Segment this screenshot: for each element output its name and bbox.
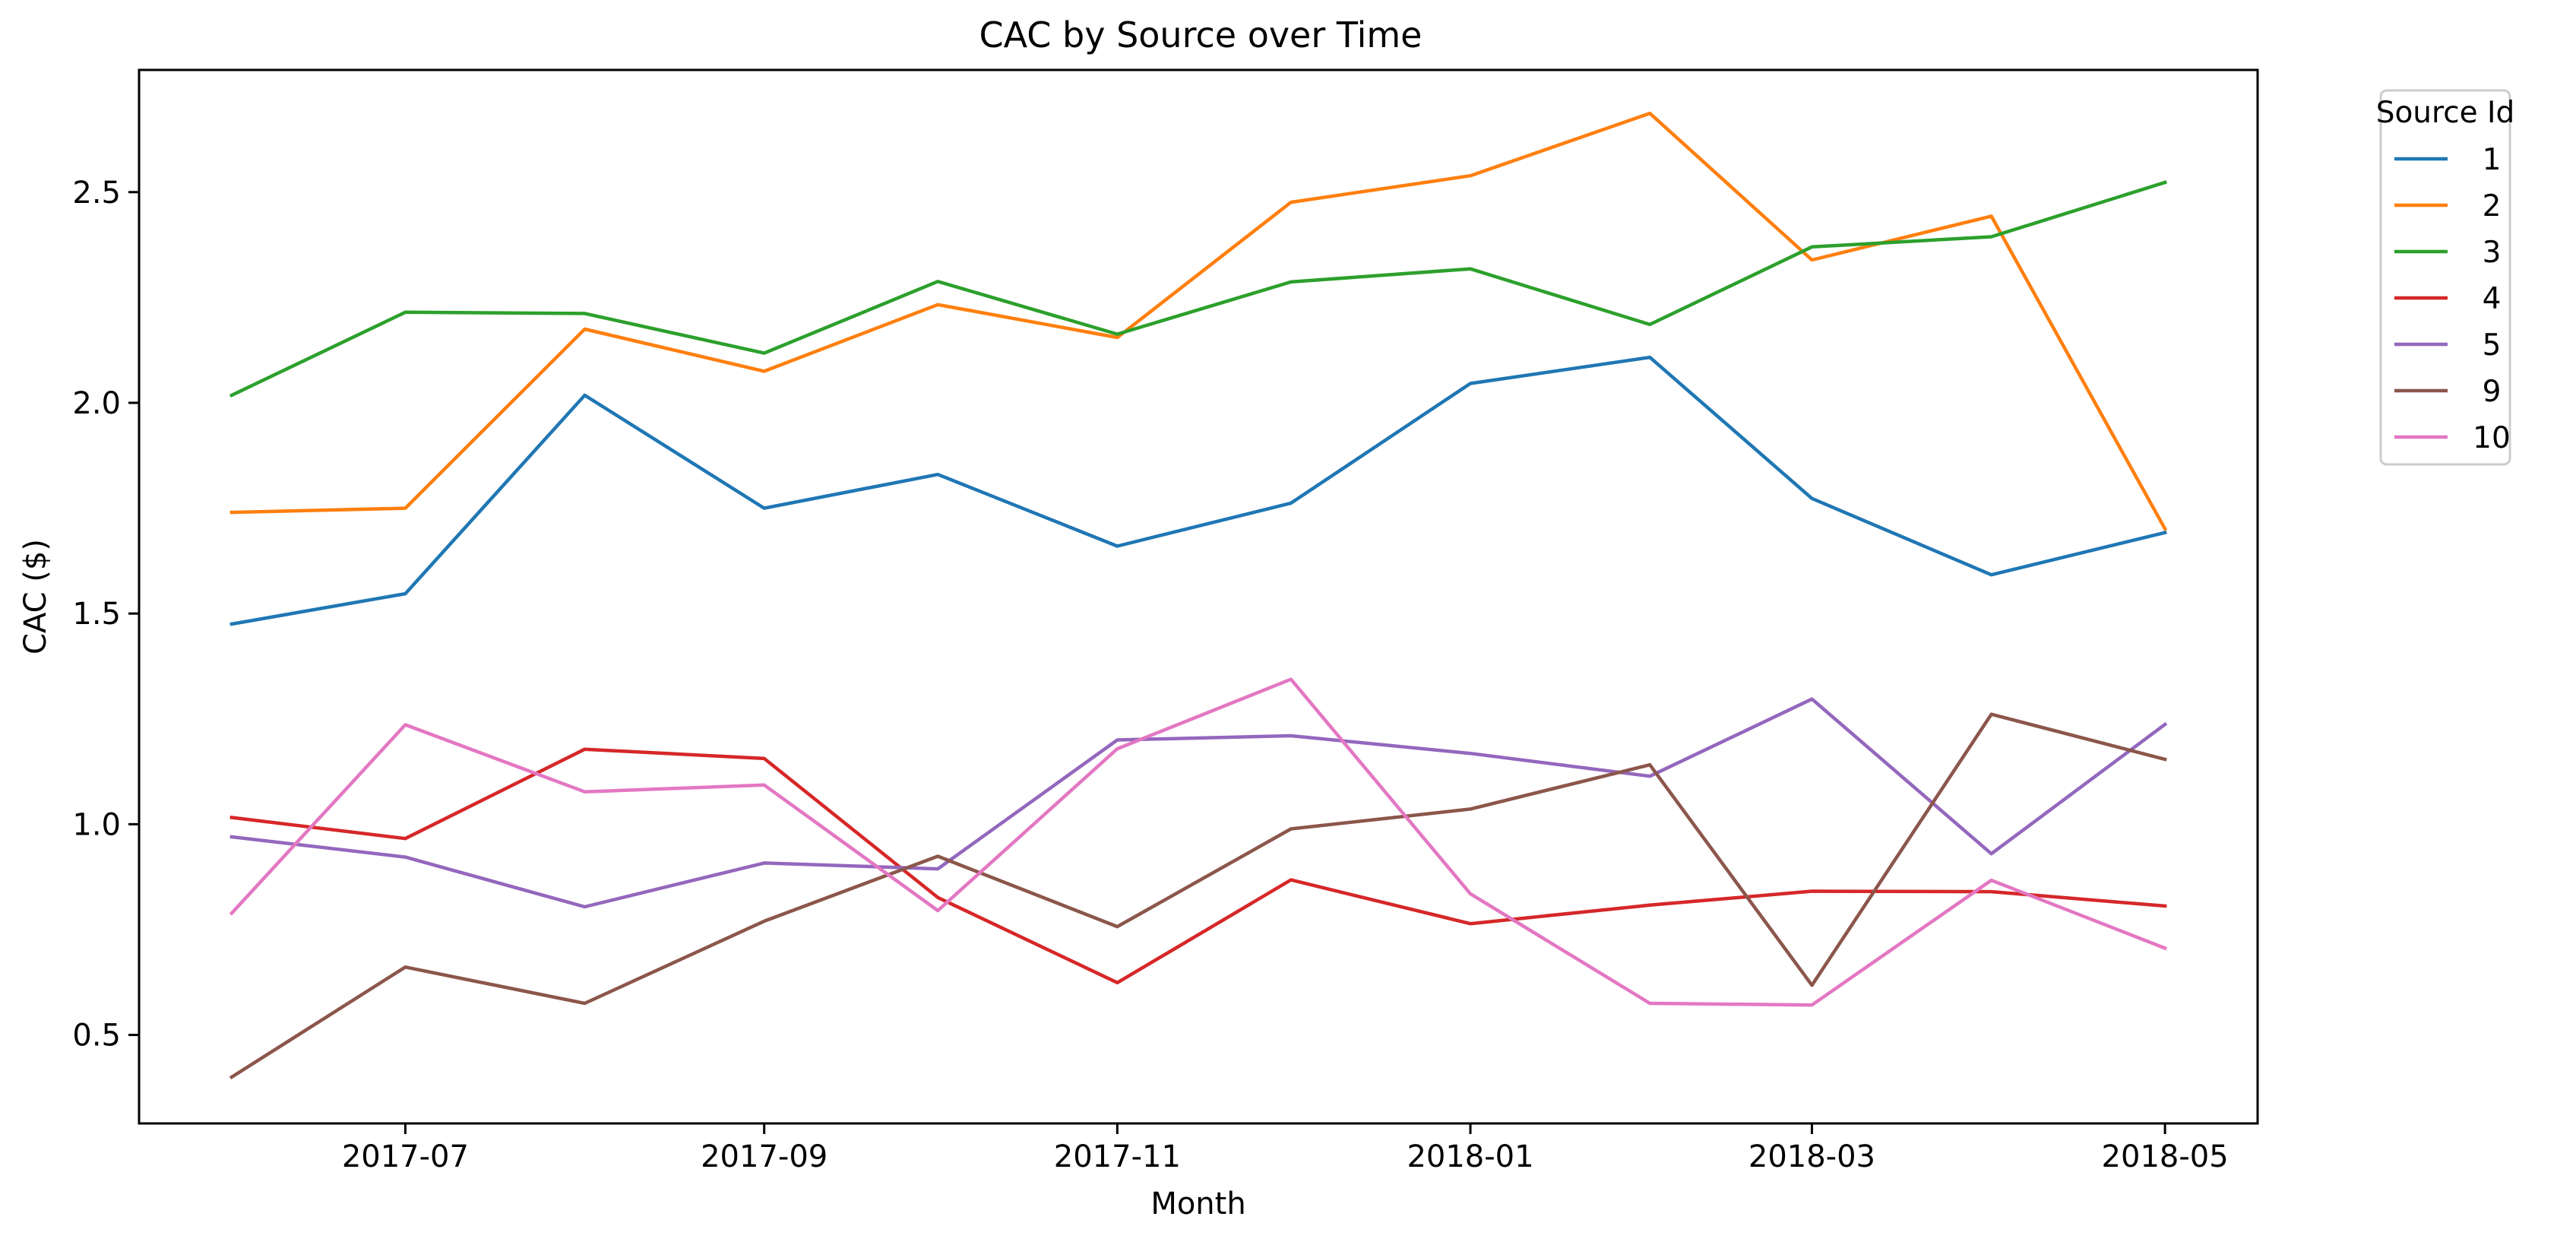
legend-frame <box>2379 89 2511 466</box>
x-tick-label: 2017-09 <box>701 1139 828 1174</box>
legend-items: 1 2 3 4 5 9 10 <box>2394 143 2511 455</box>
series-line-4 <box>229 747 2167 985</box>
series-layer <box>229 111 2168 1080</box>
legend-label-9: 9 <box>2483 375 2502 409</box>
series-line-2 <box>229 111 2168 531</box>
y-tick-label: 2.0 <box>72 386 121 421</box>
legend-label-3: 3 <box>2483 236 2502 270</box>
x-axis-label: Month <box>1150 1187 1245 1221</box>
y-tick-label: 0.5 <box>72 1019 121 1053</box>
series-line-1 <box>229 355 2167 626</box>
legend-label-10: 10 <box>2473 421 2511 455</box>
series-line-5 <box>229 697 2168 909</box>
legend-label-5: 5 <box>2483 328 2502 363</box>
legend-label-2: 2 <box>2483 189 2502 223</box>
legend-title: Source Id <box>2376 96 2515 130</box>
y-axis-ticks: 0.5 1.0 1.5 2.0 2.5 <box>72 176 139 1053</box>
y-axis-label: CAC ($) <box>18 539 53 654</box>
x-tick-label: 2018-05 <box>2102 1139 2229 1174</box>
chart-title: CAC by Source over Time <box>979 14 1422 55</box>
y-tick-label: 1.5 <box>72 597 121 632</box>
x-tick-label: 2018-03 <box>1748 1139 1875 1174</box>
series-line-10 <box>229 677 2168 1007</box>
y-tick-label: 1.0 <box>72 807 121 842</box>
series-line-3 <box>229 180 2167 398</box>
plot-frame <box>138 68 2259 1125</box>
y-tick-label: 2.5 <box>72 176 121 211</box>
x-axis-ticks: 2017-07 2017-09 2017-11 2018-01 2018-03 2018-… <box>342 1123 2229 1174</box>
series-line-9 <box>229 712 2167 1080</box>
legend-label-4: 4 <box>2483 282 2502 316</box>
legend-label-1: 1 <box>2483 143 2502 177</box>
x-tick-label: 2017-07 <box>342 1139 469 1174</box>
x-tick-label: 2017-11 <box>1054 1139 1181 1174</box>
legend: Source Id 1 2 3 4 5 9 10 <box>2376 89 2515 466</box>
x-tick-label: 2018-01 <box>1407 1139 1533 1174</box>
